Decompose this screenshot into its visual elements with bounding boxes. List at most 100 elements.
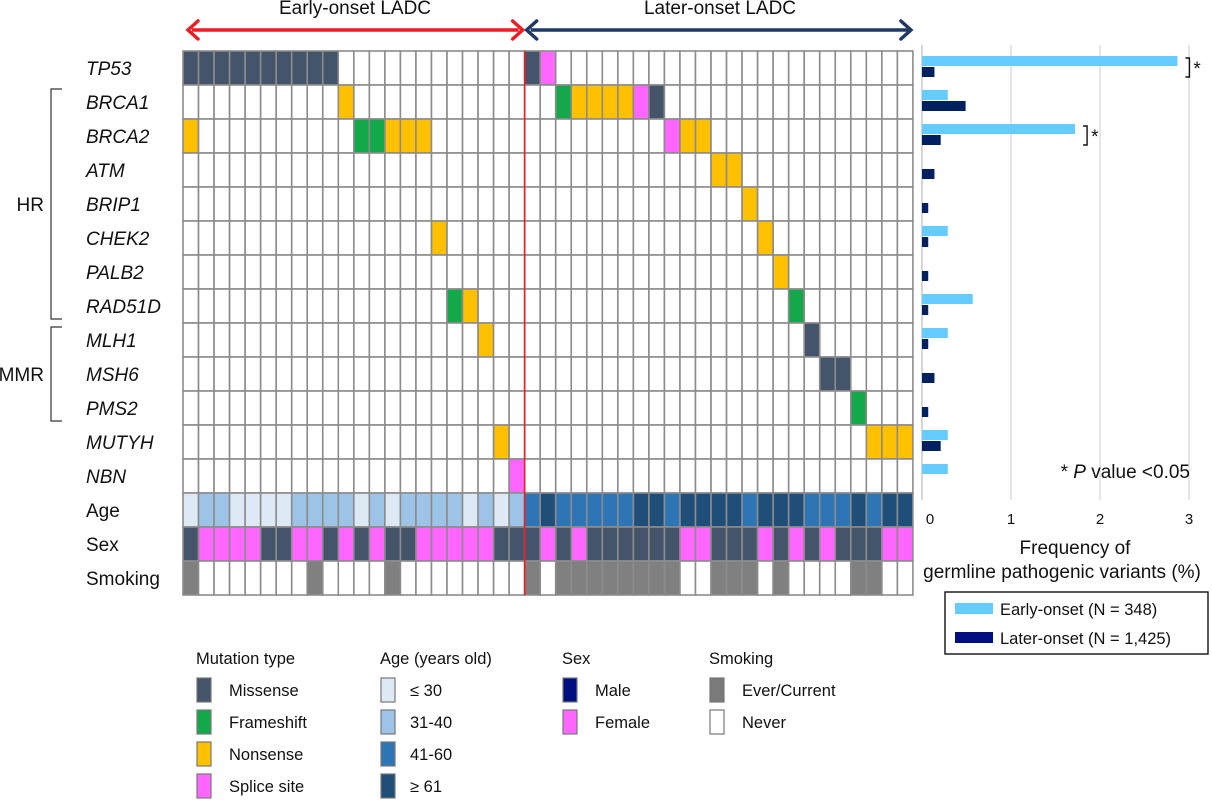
p-value-star: * [1061,462,1074,483]
x-tick-label: 3 [1185,511,1193,528]
mutation-cell [710,356,728,392]
mutation-cell [663,424,681,460]
annotation-cell-age [803,492,821,528]
mutation-cell [213,50,231,86]
mutation-cell [477,220,495,256]
mutation-cell [539,186,557,222]
mutation-cell [865,152,883,188]
legend-swatch-male [562,677,578,703]
mutation-cell [570,152,588,188]
mutation-cell [585,390,604,426]
mutation-cell [259,84,277,120]
mutation-cell [554,356,573,392]
mutation-cell [772,186,790,222]
mutation-cell [787,390,805,426]
mutation-cell [430,186,448,222]
mutation-cell [896,458,914,494]
gene-label: BRCA1 [86,93,149,114]
mutation-cell [321,50,340,86]
mutation-cell [741,186,759,222]
annotation-cell-sex [368,526,386,562]
mutation-cell [415,118,433,154]
mutation-cell [321,152,340,188]
mutation-cell [694,186,712,222]
annotation-cell-age [415,492,433,528]
legend-swatch-never [709,709,725,735]
mutation-cell [430,50,448,86]
mutation-cell [290,288,309,324]
mutation-cell [523,118,541,154]
mutation-cell [865,390,883,426]
annotation-cell-smoking [461,560,479,596]
right-arrowhead-icon [899,19,914,41]
mutation-cell [865,84,883,120]
mutation-cell [384,254,402,290]
annotation-cell-sex [384,526,402,562]
mutation-cell [275,424,293,460]
mutation-cell [803,322,821,358]
mutation-cell [228,220,246,256]
bar-early-onset [922,464,948,474]
mutation-cell [368,322,386,358]
annotation-cell-smoking [275,560,293,596]
legend-swatch-later-onset [955,632,993,643]
mutation-cell [849,50,868,86]
annotation-cell-age [896,492,914,528]
mutation-cell [741,390,759,426]
mutation-cell [632,356,650,392]
annotation-cell-smoking [896,560,914,596]
annotation-cell-age [865,492,883,528]
x-axis-label-line2: germline pathogenic variants (%) [923,562,1201,583]
mutation-cell [213,288,231,324]
mutation-cell [694,390,712,426]
mutation-cell [663,356,681,392]
legend-swatch-ever-current [709,677,725,703]
mutation-cell [523,424,541,460]
mutation-cell [663,322,681,358]
annotation-cell-age [694,492,712,528]
mutation-cell [399,186,417,222]
mutation-cell [492,390,510,426]
mutation-cell [244,356,262,392]
mutation-cell [865,356,883,392]
mutation-cell [353,186,371,222]
mutation-cell [632,186,650,222]
mutation-cell [492,356,510,392]
annotation-cell-sex [290,526,309,562]
bar-later-onset [922,271,929,281]
mutation-cell [710,186,728,222]
mutation-cell [741,118,759,154]
annotation-cell-age [508,492,526,528]
mutation-cell [399,118,417,154]
mutation-cell [585,288,604,324]
mutation-cell [259,424,277,460]
mutation-cell [803,254,821,290]
mutation-cell [477,288,495,324]
mutation-cell [818,152,837,188]
mutation-cell [384,84,402,120]
mutation-cell [368,220,386,256]
annotation-cell-smoking [694,560,712,596]
mutation-cell [787,118,805,154]
mutation-cell [384,152,402,188]
left-arrowhead-icon [524,19,539,41]
mutation-cell [601,390,619,426]
mutation-cell [275,356,293,392]
legend-label: Never [742,714,787,732]
mutation-cell [275,118,293,154]
annotation-cell-sex [446,526,464,562]
mutation-cell [803,390,821,426]
mutation-cell [601,322,619,358]
mutation-cell [617,288,635,324]
gene-label: ATM [85,161,125,182]
mutation-cell [399,152,417,188]
mutation-cell [353,458,371,494]
annotation-cell-smoking [337,560,355,596]
mutation-cell [849,84,868,120]
mutation-cell [197,220,215,256]
mutation-cell [275,458,293,494]
mutation-cell [182,254,200,290]
annotation-cell-smoking [818,560,837,596]
mutation-cell [197,152,215,188]
